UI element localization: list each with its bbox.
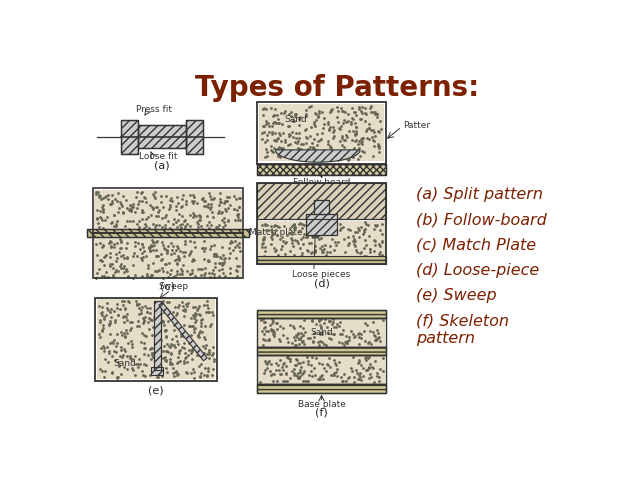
Text: (c): (c): [160, 282, 175, 292]
Text: Types of Patterns:: Types of Patterns:: [195, 74, 480, 103]
Bar: [186, 120, 203, 154]
Text: (c) Match Plate: (c) Match Plate: [416, 238, 537, 252]
Bar: [154, 301, 161, 370]
Polygon shape: [159, 302, 207, 361]
Text: Follow board: Follow board: [293, 178, 350, 187]
Bar: [121, 120, 138, 154]
Bar: [258, 221, 385, 263]
Text: Remove: Remove: [303, 163, 340, 172]
Bar: [258, 184, 385, 217]
Bar: [94, 238, 242, 279]
Bar: [93, 188, 243, 233]
Text: (d) Loose-piece: (d) Loose-piece: [416, 263, 540, 278]
Polygon shape: [276, 150, 360, 162]
Text: Match plate: Match plate: [249, 228, 303, 237]
Text: Sand: Sand: [284, 114, 307, 124]
Bar: [257, 164, 386, 174]
Bar: [306, 214, 337, 235]
Text: (f) Skeleton
pattern: (f) Skeleton pattern: [416, 314, 509, 346]
Bar: [151, 367, 163, 375]
Bar: [257, 318, 386, 347]
Bar: [258, 355, 385, 384]
Bar: [259, 104, 384, 161]
Bar: [257, 355, 386, 384]
Bar: [306, 214, 337, 235]
Bar: [257, 183, 386, 264]
Text: (e): (e): [148, 385, 164, 395]
Text: (d): (d): [314, 278, 329, 288]
Text: Loose pieces: Loose pieces: [292, 270, 351, 279]
Text: (b) Follow-board: (b) Follow-board: [416, 212, 547, 227]
Bar: [257, 384, 386, 393]
Text: Patter: Patter: [403, 121, 430, 130]
Bar: [94, 190, 242, 231]
Bar: [314, 200, 329, 214]
Text: Remove: Remove: [303, 195, 340, 205]
Bar: [93, 233, 243, 278]
Bar: [257, 310, 386, 318]
Bar: [257, 347, 386, 355]
Bar: [257, 183, 386, 219]
Text: (b): (b): [314, 186, 329, 196]
Text: (e) Sweep: (e) Sweep: [416, 288, 497, 304]
Text: Loose fit: Loose fit: [139, 151, 177, 160]
Bar: [257, 310, 386, 318]
Bar: [257, 164, 386, 174]
Bar: [138, 125, 186, 148]
Bar: [154, 301, 161, 370]
Bar: [257, 256, 386, 264]
Bar: [257, 384, 386, 393]
Text: Sweep: Sweep: [158, 283, 188, 291]
Bar: [138, 125, 186, 148]
Text: Base plate: Base plate: [298, 400, 346, 409]
Bar: [87, 229, 249, 237]
Bar: [87, 229, 249, 237]
Text: (f): (f): [315, 408, 328, 418]
Bar: [95, 298, 217, 381]
Bar: [257, 102, 386, 164]
Bar: [314, 200, 329, 214]
Bar: [258, 318, 385, 347]
Text: (a): (a): [154, 160, 170, 170]
Bar: [121, 120, 138, 154]
Bar: [257, 347, 386, 355]
Bar: [97, 299, 216, 379]
Text: Sand: Sand: [310, 328, 333, 337]
Text: Sand: Sand: [113, 359, 136, 368]
Text: (a) Split pattern: (a) Split pattern: [416, 187, 544, 202]
Bar: [186, 120, 203, 154]
Text: Press fit: Press fit: [137, 105, 172, 114]
